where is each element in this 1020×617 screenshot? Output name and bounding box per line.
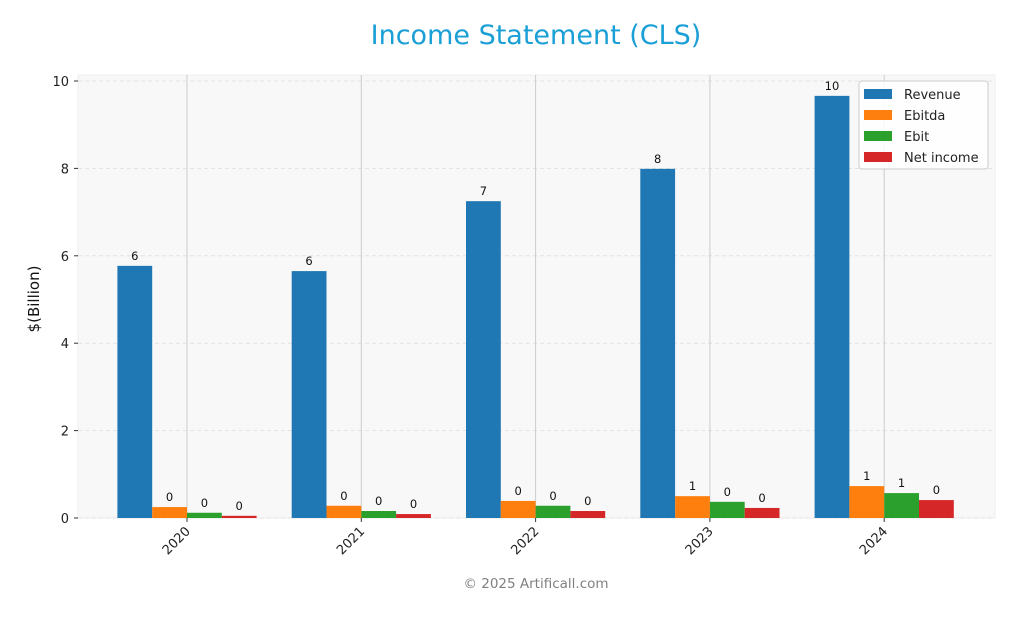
bar-value-label: 0 bbox=[549, 489, 556, 503]
y-tick-label: 6 bbox=[61, 250, 69, 265]
bar-value-label: 0 bbox=[340, 489, 347, 503]
legend-swatch-ebit bbox=[864, 131, 892, 141]
bar-ebitda-2020 bbox=[152, 507, 187, 518]
bar-value-label: 0 bbox=[201, 496, 208, 510]
plot-area bbox=[77, 74, 996, 519]
bar-revenue-2024 bbox=[814, 95, 850, 518]
bar-value-label: 8 bbox=[654, 152, 661, 166]
copyright-footer: © 2025 Artificall.com bbox=[463, 576, 609, 592]
bar-ebit-2024 bbox=[884, 493, 919, 518]
bar-revenue-2022 bbox=[466, 201, 501, 519]
legend-label: Ebit bbox=[904, 130, 929, 145]
bar-value-label: 0 bbox=[724, 485, 731, 499]
bar-value-label: 10 bbox=[825, 79, 840, 93]
x-tick-label: 2022 bbox=[508, 524, 542, 558]
bar-value-label: 1 bbox=[898, 476, 905, 490]
bar-ebitda-2023 bbox=[675, 496, 710, 518]
x-tick-label: 2023 bbox=[683, 524, 717, 558]
bar-value-label: 0 bbox=[515, 484, 522, 498]
legend-swatch-revenue bbox=[864, 89, 892, 99]
bar-ebitda-2022 bbox=[500, 500, 536, 518]
bar-ebit-2023 bbox=[709, 501, 745, 518]
bar-value-label: 0 bbox=[410, 497, 417, 511]
legend-label: Net income bbox=[904, 151, 979, 166]
bar-value-label: 0 bbox=[166, 490, 173, 504]
bar-value-label: 0 bbox=[933, 483, 940, 497]
bar-ebit-2022 bbox=[535, 505, 571, 518]
bar-ebit-2021 bbox=[361, 511, 397, 518]
y-tick-label: 0 bbox=[61, 512, 69, 527]
bar-net-income-2020 bbox=[221, 515, 257, 518]
x-tick-label: 2024 bbox=[857, 524, 891, 558]
y-tick-label: 8 bbox=[61, 162, 69, 177]
legend: Revenue Ebitda Ebit Net income bbox=[858, 80, 989, 170]
bar-value-label: 0 bbox=[584, 494, 591, 508]
y-tick-label: 2 bbox=[61, 425, 69, 440]
bar-revenue-2021 bbox=[291, 271, 327, 518]
bar-revenue-2020 bbox=[117, 265, 153, 518]
bar-ebitda-2024 bbox=[849, 486, 885, 518]
bar-value-label: 1 bbox=[863, 469, 870, 483]
bar-net-income-2022 bbox=[570, 511, 606, 518]
bar-value-label: 7 bbox=[480, 184, 487, 198]
bar-value-label: 6 bbox=[131, 249, 138, 263]
y-tick-label: 10 bbox=[52, 75, 69, 90]
bar-value-label: 6 bbox=[305, 254, 312, 268]
legend-label: Revenue bbox=[904, 88, 961, 103]
bar-value-label: 0 bbox=[758, 491, 765, 505]
bar-net-income-2021 bbox=[396, 514, 431, 518]
legend-swatch-net-income bbox=[864, 152, 892, 162]
bar-ebitda-2021 bbox=[326, 505, 362, 518]
y-tick-label: 4 bbox=[61, 337, 69, 352]
bar-revenue-2023 bbox=[640, 168, 676, 518]
x-tick-label: 2021 bbox=[334, 524, 368, 558]
chart-title: Income Statement (CLS) bbox=[370, 20, 702, 51]
bar-value-label: 0 bbox=[375, 494, 382, 508]
bar-value-label: 1 bbox=[689, 479, 696, 493]
legend-label: Ebitda bbox=[904, 109, 945, 124]
bar-value-label: 0 bbox=[236, 499, 243, 513]
legend-swatch-ebitda bbox=[864, 110, 892, 120]
x-tick-label: 2020 bbox=[160, 524, 194, 558]
bar-net-income-2024 bbox=[919, 500, 954, 518]
bar-ebit-2020 bbox=[187, 512, 222, 518]
bar-net-income-2023 bbox=[744, 507, 780, 518]
